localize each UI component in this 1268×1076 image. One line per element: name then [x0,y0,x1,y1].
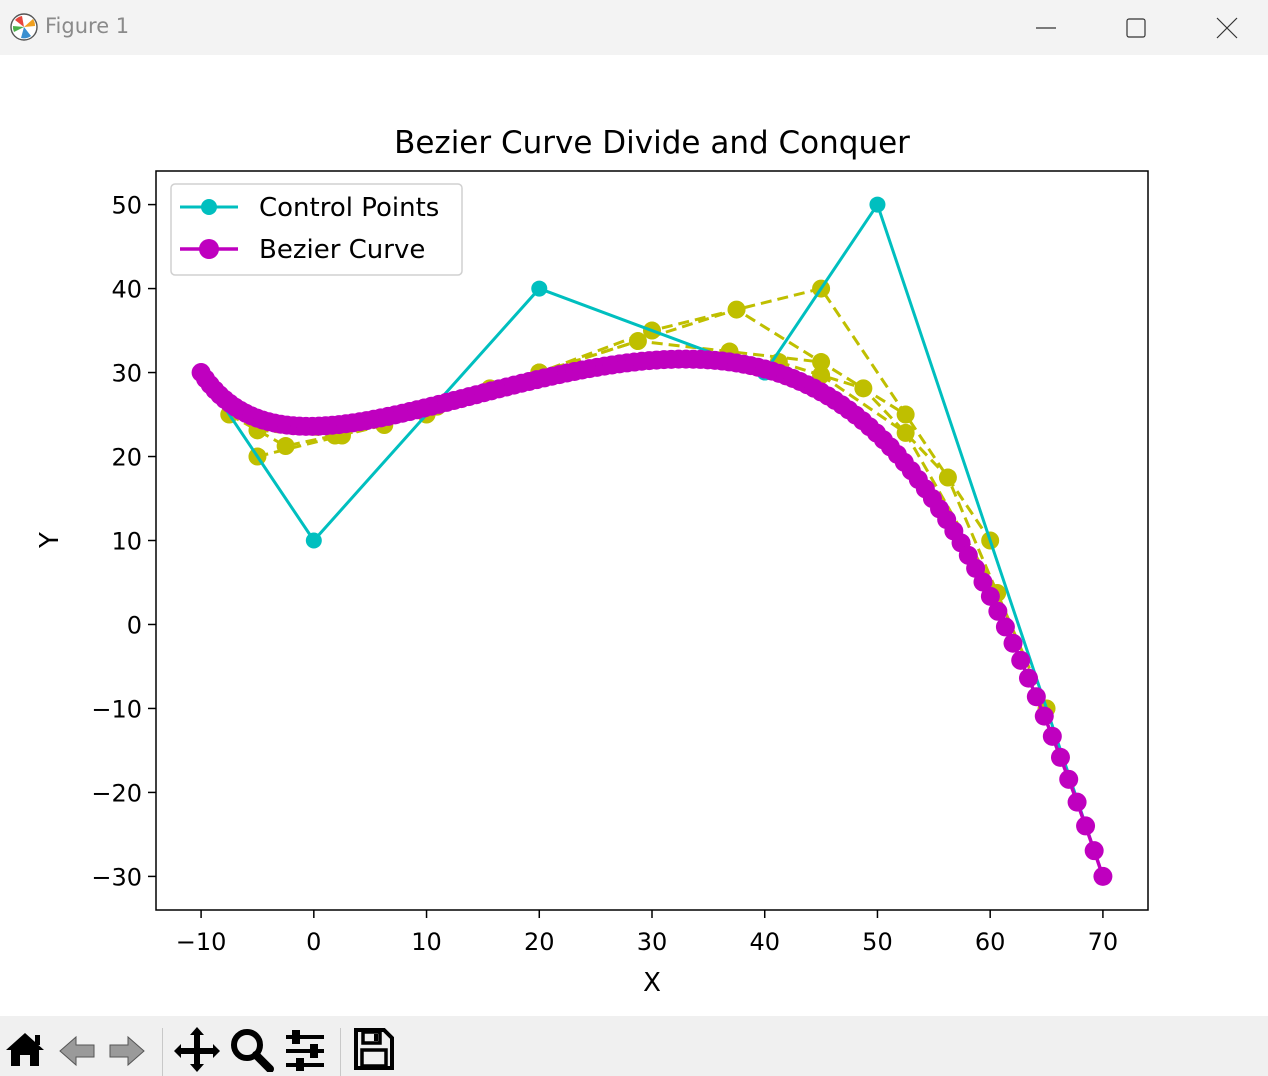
bezier-point [1042,726,1062,746]
bezier-point [1018,668,1038,688]
bezier-point [1076,816,1096,836]
bezier-point [1026,687,1046,707]
bezier-curve-series [191,349,1113,886]
chart-title: Bezier Curve Divide and Conquer [394,125,910,161]
bezier-point [1003,633,1023,653]
intermediate-point [854,379,873,398]
x-tick-label: 20 [524,928,555,956]
bezier-point [1034,706,1054,726]
bezier-point [1067,792,1087,812]
y-tick-label: 50 [111,192,142,220]
intermediate-point [276,437,295,456]
navigation-toolbar [0,1016,1268,1076]
pan-icon[interactable] [174,1024,220,1072]
figure-canvas[interactable]: Bezier Curve Divide and Conquer −10 0 10 20… [0,55,1268,1016]
close-icon [1216,17,1237,38]
y-tick-label: 30 [111,360,142,388]
x-tick-label: 40 [749,928,780,956]
maximize-icon [1126,17,1146,38]
legend-item-control-points: Control Points [180,193,439,223]
control-point [305,532,322,549]
control-point [869,196,886,213]
toolbar-separator [340,1028,341,1076]
back-icon[interactable] [54,1024,100,1072]
intermediate-point [896,405,915,424]
y-axis: −30 −20 −10 0 10 20 30 40 50 [91,192,156,891]
bezier-point [995,617,1015,637]
x-tick-label: 70 [1088,928,1119,956]
intermediate-point [727,300,746,319]
legend-item-bezier-curve: Bezier Curve [180,235,425,265]
toolbar-separator [162,1028,163,1076]
plot-content [191,196,1113,886]
axes-frame [155,170,1149,911]
bezier-point [980,586,1000,606]
legend: Control Points Bezier Curve [170,183,463,276]
forward-icon[interactable] [104,1024,150,1072]
x-tick-label: 30 [637,928,668,956]
bezier-point [1059,769,1079,789]
save-icon[interactable] [350,1024,396,1072]
x-tick-label: −10 [176,928,227,956]
title-bar: Figure 1 [0,0,1268,55]
bezier-point [988,601,1008,621]
y-tick-label: 0 [127,611,142,639]
x-tick-label: 50 [862,928,893,956]
y-tick-label: 40 [111,276,142,304]
x-axis-label: X [643,968,661,998]
bezier-point [973,572,993,592]
intermediate-point [896,423,915,442]
close-button[interactable] [1185,0,1268,55]
legend-label-bezier-curve: Bezier Curve [259,235,425,265]
intermediate-point [938,468,957,487]
window-title: Figure 1 [45,14,130,38]
chart: Bezier Curve Divide and Conquer −10 0 10 20… [35,125,1149,998]
control-points-series [193,196,1111,885]
x-tick-label: 10 [411,928,442,956]
y-axis-label: Y [35,532,65,549]
bezier-point [1011,650,1031,670]
bezier-point [1084,841,1104,861]
control-point [531,280,548,297]
y-tick-label: 10 [111,528,142,556]
minimize-icon [1036,26,1056,29]
y-tick-label: 20 [111,444,142,472]
matplotlib-logo-icon [10,13,38,41]
x-tick-label: 0 [306,928,321,956]
home-icon[interactable] [2,1024,48,1072]
y-tick-label: −10 [91,695,142,723]
x-tick-label: 60 [975,928,1006,956]
x-axis: −10 0 10 20 30 40 50 60 70 [176,910,1118,956]
intermediate-point [812,353,831,372]
zoom-icon[interactable] [228,1024,274,1072]
intermediate-point [628,332,647,351]
legend-label-control-points: Control Points [259,193,439,223]
bezier-point [1093,866,1113,886]
bezier-point [1050,747,1070,767]
y-tick-label: −20 [91,779,142,807]
minimize-button[interactable] [1001,0,1091,55]
y-tick-label: −30 [91,863,142,891]
maximize-button[interactable] [1091,0,1181,55]
configure-subplots-icon[interactable] [282,1024,328,1072]
